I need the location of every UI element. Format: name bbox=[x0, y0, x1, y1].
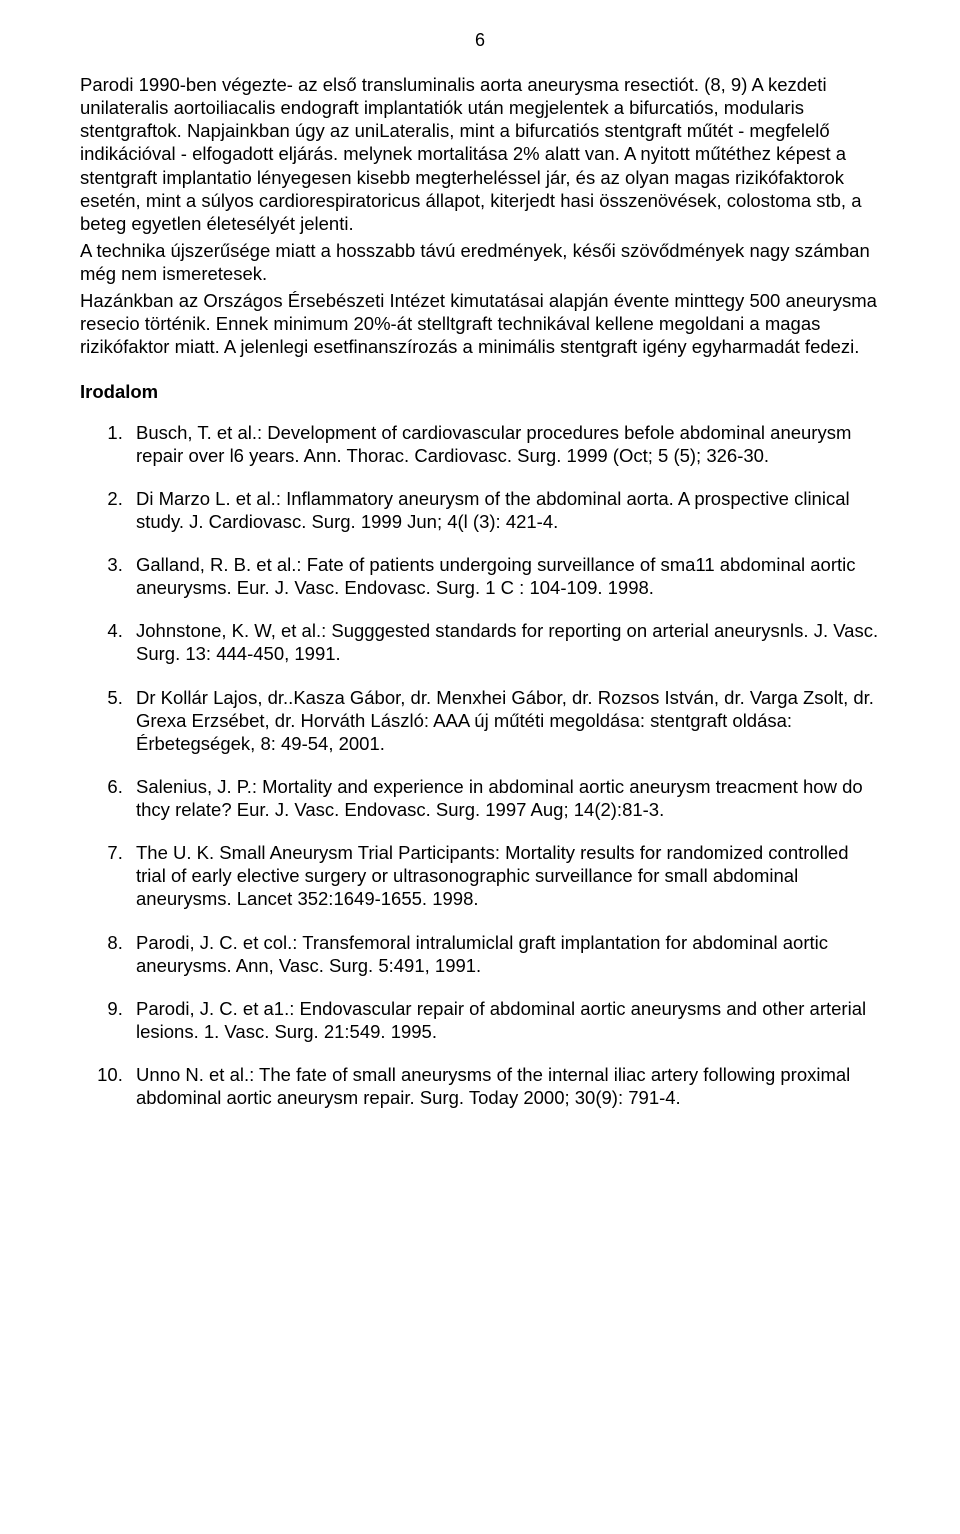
reference-item: Dr Kollár Lajos, dr..Kasza Gábor, dr. Me… bbox=[128, 686, 880, 755]
reference-item: Galland, R. B. et al.: Fate of patients … bbox=[128, 553, 880, 599]
references-title: Irodalom bbox=[80, 381, 880, 403]
reference-item: Salenius, J. P.: Mortality and experienc… bbox=[128, 775, 880, 821]
body-paragraph: Hazánkban az Országos Érsebészeti Intéze… bbox=[80, 289, 880, 358]
page: 6 Parodi 1990-ben végezte- az első trans… bbox=[0, 0, 960, 1534]
reference-item: Busch, T. et al.: Development of cardiov… bbox=[128, 421, 880, 467]
reference-item: Parodi, J. C. et col.: Transfemoral intr… bbox=[128, 931, 880, 977]
body-paragraph: Parodi 1990-ben végezte- az első translu… bbox=[80, 73, 880, 235]
reference-item: Parodi, J. C. et a1.: Endovascular repai… bbox=[128, 997, 880, 1043]
reference-item: Johnstone, K. W, et al.: Sugggested stan… bbox=[128, 619, 880, 665]
body-paragraph: A technika újszerűsége miatt a hosszabb … bbox=[80, 239, 880, 285]
reference-item: The U. K. Small Aneurysm Trial Participa… bbox=[128, 841, 880, 910]
reference-item: Unno N. et al.: The fate of small aneury… bbox=[128, 1063, 880, 1109]
reference-item: Di Marzo L. et al.: Inflammatory aneurys… bbox=[128, 487, 880, 533]
references-list: Busch, T. et al.: Development of cardiov… bbox=[80, 421, 880, 1110]
page-number: 6 bbox=[80, 30, 880, 51]
